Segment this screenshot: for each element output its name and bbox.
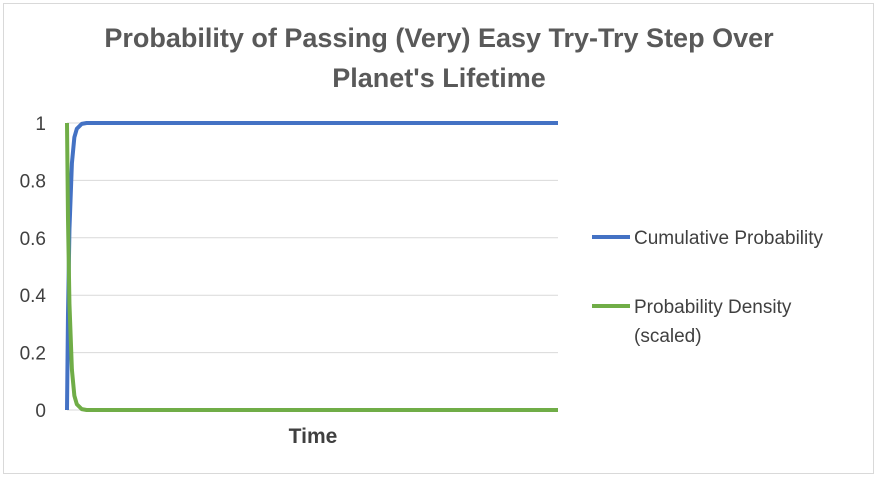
y-tick-label-1: 0.2 — [20, 344, 46, 365]
chart-title-line-1: Probability of Passing (Very) Easy Try-T… — [104, 23, 774, 53]
y-tick-label-5: 1 — [35, 114, 46, 135]
series-line-probability-density — [65, 122, 558, 412]
series-line-cumulative-probability — [65, 121, 558, 411]
legend-label-cumulative: Cumulative Probability — [634, 228, 824, 249]
chart-title-line-2: Planet's Lifetime — [332, 63, 545, 93]
y-tick-label-3: 0.6 — [20, 229, 46, 250]
y-tick-label-0: 0 — [35, 401, 46, 422]
y-tick-label-4: 0.8 — [20, 171, 46, 192]
chart-frame — [3, 3, 874, 474]
legend-label-density-line-1: Probability Density — [634, 297, 792, 318]
legend: Cumulative Probability Probability Densi… — [592, 228, 824, 347]
x-axis-label: Time — [289, 425, 338, 448]
y-tick-label-2: 0.4 — [20, 286, 47, 307]
legend-label-density-line-2: (scaled) — [634, 326, 702, 347]
